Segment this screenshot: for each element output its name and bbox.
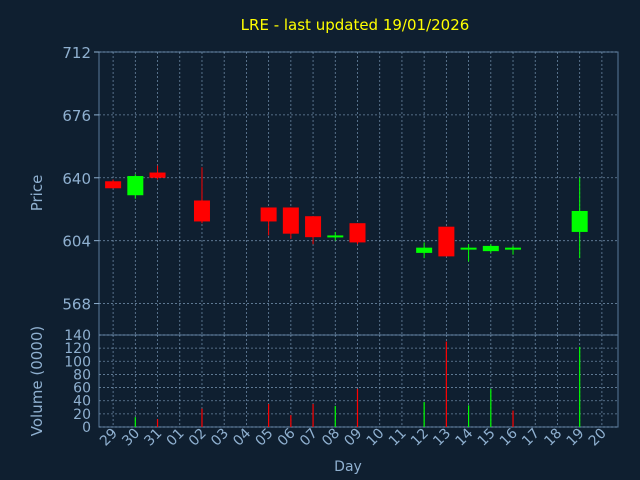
price-panel-frame bbox=[98, 51, 619, 336]
x-tick-label: 02 bbox=[186, 426, 210, 450]
candle-body bbox=[571, 210, 588, 232]
volume-tick-label: 100 bbox=[64, 354, 91, 370]
x-tick-label: 09 bbox=[341, 426, 365, 450]
x-tick-label: 01 bbox=[164, 426, 188, 450]
price-tick-label: 568 bbox=[62, 296, 91, 314]
x-tick-label: 05 bbox=[253, 426, 277, 450]
volume-tick-label: 40 bbox=[73, 394, 91, 410]
candle-body bbox=[305, 216, 322, 238]
x-tick-label: 14 bbox=[452, 425, 476, 449]
price-tick-label: 712 bbox=[62, 44, 91, 62]
candle-body bbox=[327, 235, 344, 238]
price-tick-label: 604 bbox=[62, 233, 91, 251]
x-tick-label: 11 bbox=[386, 426, 410, 450]
x-tick-label: 10 bbox=[364, 426, 388, 450]
x-tick-label: 07 bbox=[297, 426, 321, 450]
candle-body bbox=[105, 181, 122, 189]
candle-body bbox=[460, 247, 477, 250]
x-tick-label: 31 bbox=[141, 426, 165, 450]
x-tick-label: 19 bbox=[564, 426, 588, 450]
x-tick-label: 20 bbox=[586, 426, 610, 450]
x-tick-label: 15 bbox=[475, 426, 499, 450]
x-tick-label: 12 bbox=[408, 426, 432, 450]
x-tick-label: 06 bbox=[275, 425, 299, 449]
price-axis-label: Price bbox=[28, 175, 46, 212]
volume-tick-label: 140 bbox=[64, 328, 91, 344]
candle-body bbox=[438, 226, 455, 257]
volume-axis-label: Volume (0000) bbox=[28, 326, 46, 436]
candle-body bbox=[260, 207, 277, 222]
candle-body bbox=[149, 172, 166, 178]
x-axis-label: Day bbox=[334, 459, 362, 475]
candle-body bbox=[482, 245, 499, 252]
volume-tick-label: 20 bbox=[73, 407, 91, 423]
candle-body bbox=[505, 247, 522, 250]
candle-body bbox=[416, 247, 433, 253]
volume-tick-label: 80 bbox=[73, 367, 91, 383]
x-tick-label: 13 bbox=[430, 426, 454, 450]
chart-title: LRE - last updated 19/01/2026 bbox=[241, 16, 470, 34]
volume-tick-label: 120 bbox=[64, 341, 91, 357]
x-tick-label: 30 bbox=[119, 426, 143, 450]
x-tick-label: 17 bbox=[519, 426, 543, 450]
price-tick-label: 640 bbox=[62, 170, 91, 188]
candle-body bbox=[349, 223, 366, 243]
candle-body bbox=[193, 200, 210, 222]
candle-body bbox=[282, 207, 299, 234]
volume-tick-label: 0 bbox=[82, 420, 91, 436]
x-tick-label: 29 bbox=[97, 426, 121, 450]
x-tick-label: 04 bbox=[230, 425, 254, 449]
volume-tick-label: 60 bbox=[73, 381, 91, 397]
price-tick-label: 676 bbox=[62, 107, 91, 125]
x-tick-label: 03 bbox=[208, 426, 232, 450]
x-tick-label: 18 bbox=[541, 426, 565, 450]
x-tick-label: 16 bbox=[497, 425, 521, 449]
candle-body bbox=[127, 176, 144, 196]
x-tick-label: 08 bbox=[319, 426, 343, 450]
volume-panel-frame bbox=[98, 334, 619, 428]
